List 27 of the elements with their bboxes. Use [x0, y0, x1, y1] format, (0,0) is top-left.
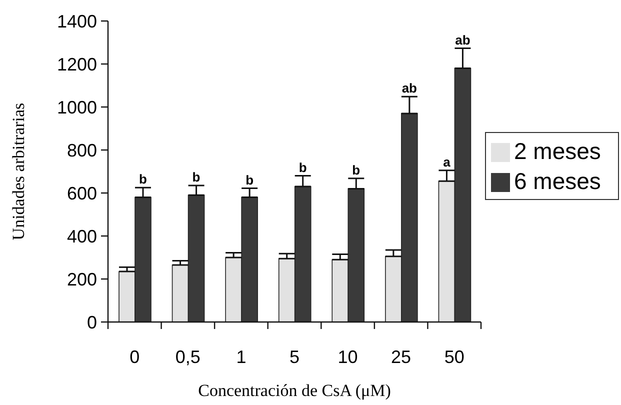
y-tick-label: 200	[66, 269, 97, 290]
x-tick-label: 0	[130, 347, 140, 367]
annotation: b	[139, 172, 148, 187]
y-tick-label: 800	[66, 140, 97, 160]
y-tick-label: 600	[66, 183, 97, 204]
annotation: b	[246, 172, 254, 188]
annotation: a	[443, 154, 452, 170]
x-axis-title: Concentración de CsA (μM)	[198, 381, 391, 400]
x-tick-label: 5	[289, 347, 300, 367]
legend-label: 6 meses	[514, 168, 601, 194]
y-tick-label: 1400	[56, 11, 97, 32]
annotation: b	[192, 169, 200, 184]
annotation: ab	[402, 80, 418, 96]
x-tick-label: 0,5	[175, 347, 200, 367]
x-tick-label: 10	[338, 347, 358, 367]
y-tick-label: 1000	[56, 97, 97, 118]
x-tick-label: 25	[391, 347, 412, 367]
y-tick-label: 400	[66, 226, 97, 246]
x-tick-label: 1	[236, 347, 246, 367]
annotation: b	[352, 162, 360, 178]
y-tick-label: 1200	[56, 54, 97, 74]
annotation: b	[298, 160, 307, 175]
y-axis-title: Unidades arbitrarias	[8, 102, 28, 240]
x-tick-label: 50	[444, 347, 464, 367]
annotation: ab	[455, 32, 470, 48]
y-tick-label: 0	[86, 312, 97, 332]
legend-label: 2 meses	[514, 138, 601, 164]
